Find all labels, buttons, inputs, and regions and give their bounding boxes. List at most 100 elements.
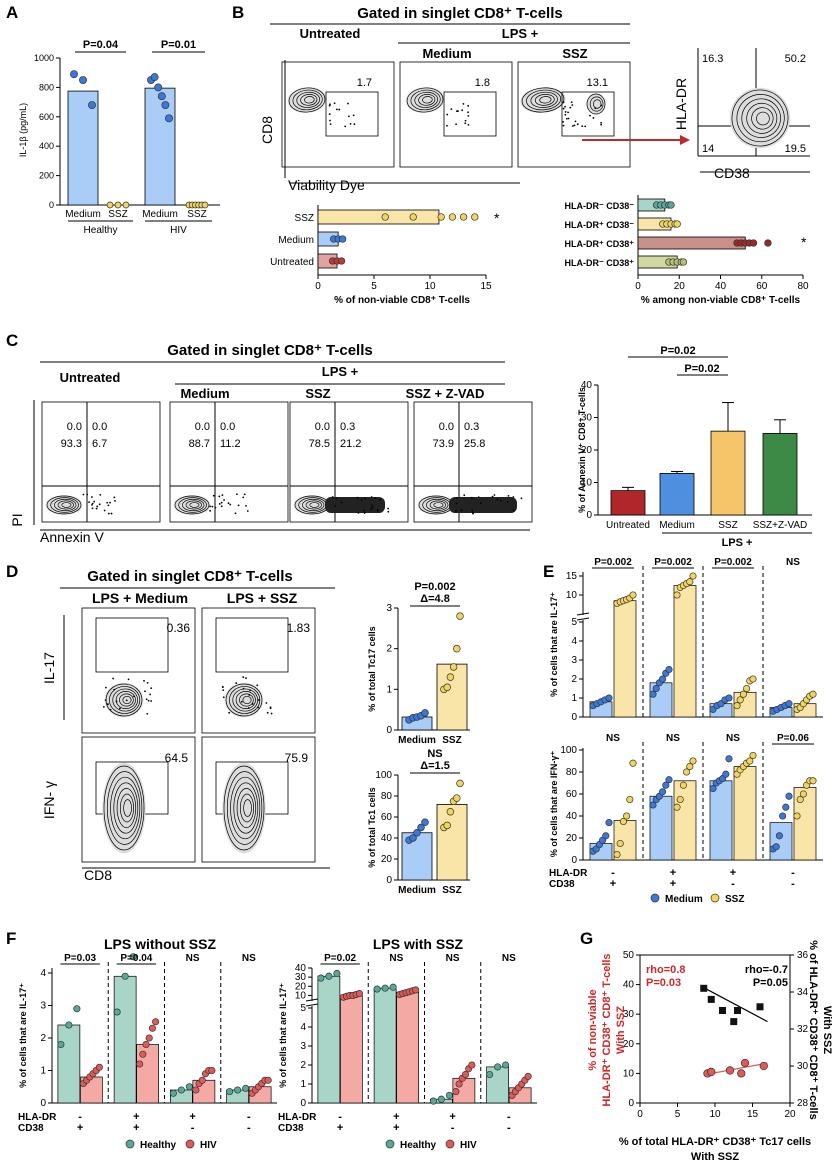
c-flow-dot (520, 497, 523, 500)
d-bar-plots: 0 1 2 3 Medium SSZ % of total Tc17 cells P=0.00… (367, 581, 470, 896)
c-flow-dot (218, 495, 221, 498)
f-right-ytick-label: 3 (300, 1041, 306, 1052)
f-left-hla-sign: + (189, 1111, 195, 1123)
g-xtick-label: 15 (747, 1109, 759, 1120)
b-flow-contour (405, 86, 445, 114)
panel-g-label: G (580, 929, 593, 948)
c-quad-ll: 88.7 (189, 438, 210, 450)
e-hla-sign: - (791, 867, 795, 879)
f-left-dot (121, 972, 129, 980)
e-cd38-sign: - (731, 878, 735, 890)
b-flow-contour-ring (422, 96, 433, 104)
f-right-pval: NS (446, 953, 460, 964)
c-pval2: P=0.02 (684, 363, 719, 375)
c-flow-dot (246, 510, 249, 512)
e-bot-dot (623, 812, 631, 820)
d-flow-contour-ring (106, 771, 143, 845)
f-right-break-mark (305, 1003, 319, 1007)
c-flow-dot (93, 500, 96, 503)
b-flow-dot (328, 104, 331, 107)
d-flow-contour (102, 762, 146, 854)
a-bar (67, 90, 99, 206)
d-tc17-ytick-label: 0 (386, 725, 392, 736)
d-flow-contour-ring (229, 686, 261, 714)
panel-e: E 0 1 2 3 4 5 10 15 % of cells that are IL-17⁺ P=… (543, 557, 823, 905)
c-flow-dot (212, 494, 215, 497)
panel-c-label: C (6, 331, 18, 350)
c-flow-dot (470, 496, 473, 499)
d-tc1-pval: NS (427, 748, 442, 760)
panel-d-title: Gated in singlet CD8⁺ T-cells (87, 568, 292, 585)
f-right-ytick-label: 20 (295, 981, 307, 992)
f-right-bar (396, 991, 419, 1104)
c-bar-rect (762, 433, 798, 516)
a-bar (144, 87, 176, 206)
g-black-point (730, 1018, 738, 1026)
d-flow-contour-ring (115, 691, 136, 709)
f-right-pval: P=0.02 (324, 953, 356, 964)
d-tc17-pval: P=0.002 (414, 581, 455, 593)
e-bot-dot (662, 781, 670, 789)
b-flow-dot (467, 104, 470, 107)
c-flow-contour-ring (174, 495, 210, 515)
d-ylabel-ifng: IFN- γ (41, 781, 57, 819)
b1-dot (381, 213, 389, 221)
e-hla-sign: + (670, 867, 676, 879)
g-black-fit (701, 985, 768, 1023)
g-black-point (707, 995, 715, 1003)
a-dot (154, 83, 163, 92)
c-flow-dot (99, 493, 102, 496)
b2-xtick-label: 80 (797, 281, 809, 292)
f-right-bar (373, 987, 397, 1104)
d-flow-dot (147, 699, 150, 702)
g-xtick-label: 0 (637, 1109, 643, 1120)
f-right-pval: NS (502, 953, 516, 964)
c-quad-ll: 93.3 (61, 438, 82, 450)
c-flow-dot (387, 510, 390, 513)
c-bar-rect (659, 472, 695, 516)
b-flow-dot (600, 123, 603, 126)
c-bar-ytick-label: 10 (581, 478, 593, 489)
b-flow-gate (443, 91, 497, 137)
f-right-ytick-label: 5 (300, 1003, 306, 1014)
g-ylabel-left: With SSZ (615, 1006, 627, 1054)
e-bot-dot (602, 832, 610, 840)
d-flow-contour-ring (116, 788, 137, 828)
e-bot-pval: P=0.06 (777, 733, 809, 744)
e-legend-dot (650, 893, 660, 903)
f-left-dot (136, 1060, 144, 1068)
d-flow-dot (146, 712, 149, 715)
c-flow-contour-ring (182, 498, 205, 512)
c-flow-contour (173, 495, 211, 515)
c-flow-dot (356, 496, 359, 499)
d-ylabel-il17: IL-17 (41, 652, 57, 684)
a-dot (88, 101, 96, 109)
e-top-pval: P=0.002 (714, 557, 752, 568)
f-right-ytick-label: 40 (295, 963, 307, 974)
a-group-label: HIV (170, 225, 187, 236)
d-flow-dot (127, 678, 130, 681)
b-flow-dot (569, 106, 572, 109)
panel-b: B Gated in singlet CD8⁺ T-cells Untreate… (232, 3, 810, 306)
b-quadrant-plot: 16.3 50.2 14 19.5 HLA-DR CD38 (673, 48, 810, 181)
c-flow-dot (496, 498, 499, 501)
f-right-dot (389, 983, 397, 991)
c-bar-cat: SSZ (718, 520, 737, 531)
b-flow-dot (464, 119, 467, 122)
c-flow-dot (479, 502, 482, 505)
c-flow-contour-ring (61, 502, 72, 508)
d-tc17-cat: SSZ (442, 735, 461, 746)
b2-dot (673, 220, 681, 228)
c-flow-dot (107, 512, 110, 515)
e-bot-dot (676, 795, 684, 804)
d-tc17-dot (453, 644, 461, 653)
b-quad-ylabel: HLA-DR (673, 78, 689, 130)
f-right-legend-dot (445, 1139, 455, 1149)
c-flow-dot (114, 499, 116, 502)
b-flow-frame (399, 61, 513, 168)
e-hla-sign: + (730, 867, 736, 879)
e-bot-ylabel: % of cells that are IFN-γ⁺ (549, 751, 559, 858)
g-black-rho: rho=-0.7 (745, 964, 788, 976)
b-flow-contour (287, 86, 327, 114)
c-quad-lr: 11.2 (220, 438, 241, 450)
